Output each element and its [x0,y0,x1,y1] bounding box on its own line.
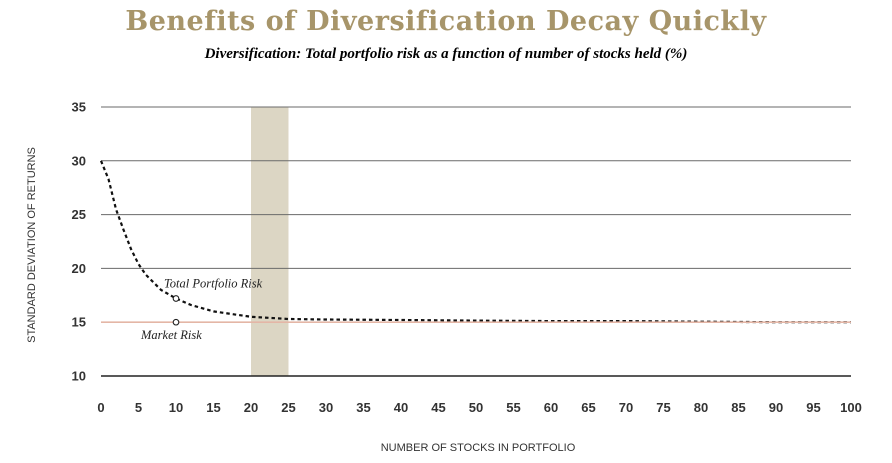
x-tick-label-100: 100 [840,400,862,415]
x-tick-label-80: 80 [694,400,708,415]
grid-layer [101,106,851,377]
chart-title: Benefits of Diversification Decay Quickl… [125,6,767,37]
x-tick-label-70: 70 [619,400,633,415]
x-tick-label-35: 35 [356,400,370,415]
y-tick-label-25: 25 [72,207,86,222]
x-tick-label-55: 55 [506,400,520,415]
x-tick-label-50: 50 [469,400,483,415]
tick-layer: 10 15 20 25 30 35 0 5 10 15 20 25 30 35 40 45 50 55 60 65 70… [72,100,862,416]
annotation-layer: Total Portfolio Risk Market Risk [140,277,263,343]
y-axis-label: STANDARD DEVIATION OF RETURNS [26,147,38,343]
chart-subtitle: Diversification: Total portfolio risk as… [204,46,688,62]
x-tick-label-45: 45 [431,400,445,415]
x-tick-label-0: 0 [97,400,104,415]
y-tick-label-15: 15 [72,315,86,330]
x-tick-label-65: 65 [581,400,595,415]
total-portfolio-risk-annotation: Total Portfolio Risk [164,277,263,291]
highlight-band [251,107,289,376]
series-layer [99,160,851,324]
x-tick-label-10: 10 [169,400,183,415]
highlight-band-layer [251,107,289,376]
x-tick-label-30: 30 [319,400,333,415]
y-tick-label-35: 35 [72,100,86,115]
x-tick-label-60: 60 [544,400,558,415]
y-tick-label-30: 30 [72,153,86,168]
x-tick-label-85: 85 [731,400,745,415]
x-tick-label-95: 95 [806,400,820,415]
x-tick-label-25: 25 [281,400,295,415]
y-tick-label-10: 10 [72,369,86,384]
market-risk-annotation: Market Risk [140,328,202,342]
market-risk-marker [172,318,180,326]
x-axis-label: NUMBER OF STOCKS IN PORTFOLIO [381,442,576,454]
x-tick-label-20: 20 [244,400,258,415]
total-portfolio-risk-marker [172,295,180,302]
x-tick-label-90: 90 [769,400,783,415]
x-tick-label-15: 15 [206,400,220,415]
x-tick-label-40: 40 [394,400,408,415]
x-tick-label-75: 75 [656,400,670,415]
x-tick-label-5: 5 [135,400,142,415]
y-tick-label-20: 20 [72,261,86,276]
series-total-portfolio-risk-line [99,160,851,324]
